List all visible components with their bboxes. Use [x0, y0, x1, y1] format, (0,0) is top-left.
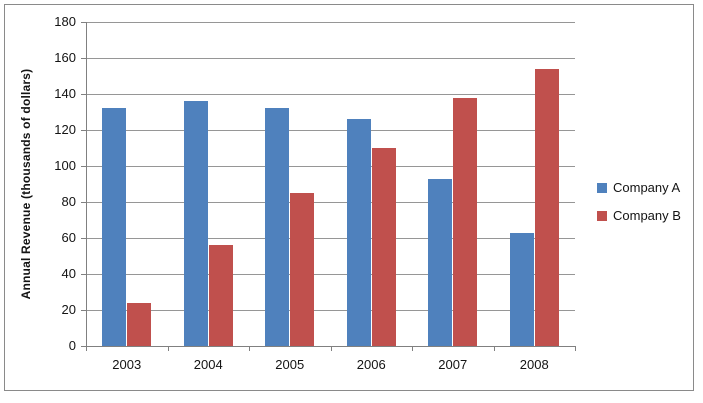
y-tick-label-80: 80 [61, 194, 76, 209]
x-tick-4 [412, 347, 413, 351]
y-tick-label-180: 180 [54, 14, 76, 29]
y-tick-label-120: 120 [54, 122, 76, 137]
gridline-160 [86, 58, 575, 59]
bar-company-a-2006 [346, 119, 371, 346]
legend-label-company-a: Company A [613, 180, 681, 195]
y-tick-100 [81, 166, 86, 167]
x-tick-label-2004: 2004 [193, 357, 223, 372]
bar-company-b-2007 [453, 97, 478, 346]
gridline-60 [86, 238, 575, 239]
y-tick-80 [81, 202, 86, 203]
y-axis-title: Annual Revenue (thousands of dollars) [19, 68, 33, 300]
legend-swatch-company-a [597, 182, 607, 193]
y-tick-label-0: 0 [68, 338, 76, 353]
gridline-20 [86, 310, 575, 311]
y-tick-60 [81, 238, 86, 239]
y-tick-0 [81, 346, 86, 347]
bar-company-b-2008 [534, 68, 559, 346]
x-tick-5 [493, 347, 495, 351]
legend-label-company-b: Company B [613, 208, 681, 223]
y-tick-label-60: 60 [61, 230, 76, 245]
y-tick-label-140: 140 [54, 86, 76, 101]
y-tick-label-160: 160 [54, 50, 76, 65]
legend: Company A Company B [597, 180, 681, 237]
bar-company-b-2005 [290, 193, 315, 346]
legend-swatch-company-b [597, 210, 607, 221]
x-tick-1 [167, 347, 169, 351]
x-tick-label-2007: 2007 [438, 357, 468, 372]
legend-item-company-b: Company B [597, 208, 681, 223]
bar-company-a-2005 [265, 108, 290, 346]
y-tick-label-20: 20 [61, 302, 76, 317]
y-tick-label-40: 40 [61, 266, 76, 281]
gridline-120 [86, 130, 575, 131]
x-tick-label-2003: 2003 [112, 357, 142, 372]
x-tick-label-2008: 2008 [519, 357, 549, 372]
y-tick-40 [81, 274, 86, 275]
gridline-140 [86, 94, 575, 95]
bar-company-a-2008 [509, 232, 534, 346]
y-tick-160 [81, 58, 86, 59]
y-tick-140 [81, 94, 86, 95]
gridline-40 [86, 274, 575, 275]
gridline-100 [86, 166, 575, 167]
y-tick-label-100: 100 [54, 158, 76, 173]
x-tick-label-2006: 2006 [356, 357, 386, 372]
gridline-180 [86, 22, 575, 23]
x-tick-6 [575, 347, 576, 351]
y-axis-line [86, 22, 87, 347]
bar-company-b-2003 [127, 302, 152, 346]
y-tick-180 [81, 22, 86, 23]
bar-company-a-2003 [102, 108, 127, 346]
x-axis-line [86, 346, 576, 347]
plot-area [86, 22, 575, 346]
bar-company-b-2006 [371, 148, 396, 346]
x-tick-3 [330, 347, 332, 351]
x-tick-0 [86, 347, 87, 351]
y-tick-120 [81, 130, 86, 131]
bar-company-a-2007 [428, 178, 453, 346]
chart-border [4, 4, 694, 391]
bar-company-b-2004 [208, 245, 233, 346]
legend-item-company-a: Company A [597, 180, 681, 195]
x-tick-2 [249, 347, 250, 351]
bar-company-a-2004 [183, 101, 208, 346]
y-tick-20 [81, 310, 86, 311]
x-tick-label-2005: 2005 [275, 357, 305, 372]
gridline-80 [86, 202, 575, 203]
